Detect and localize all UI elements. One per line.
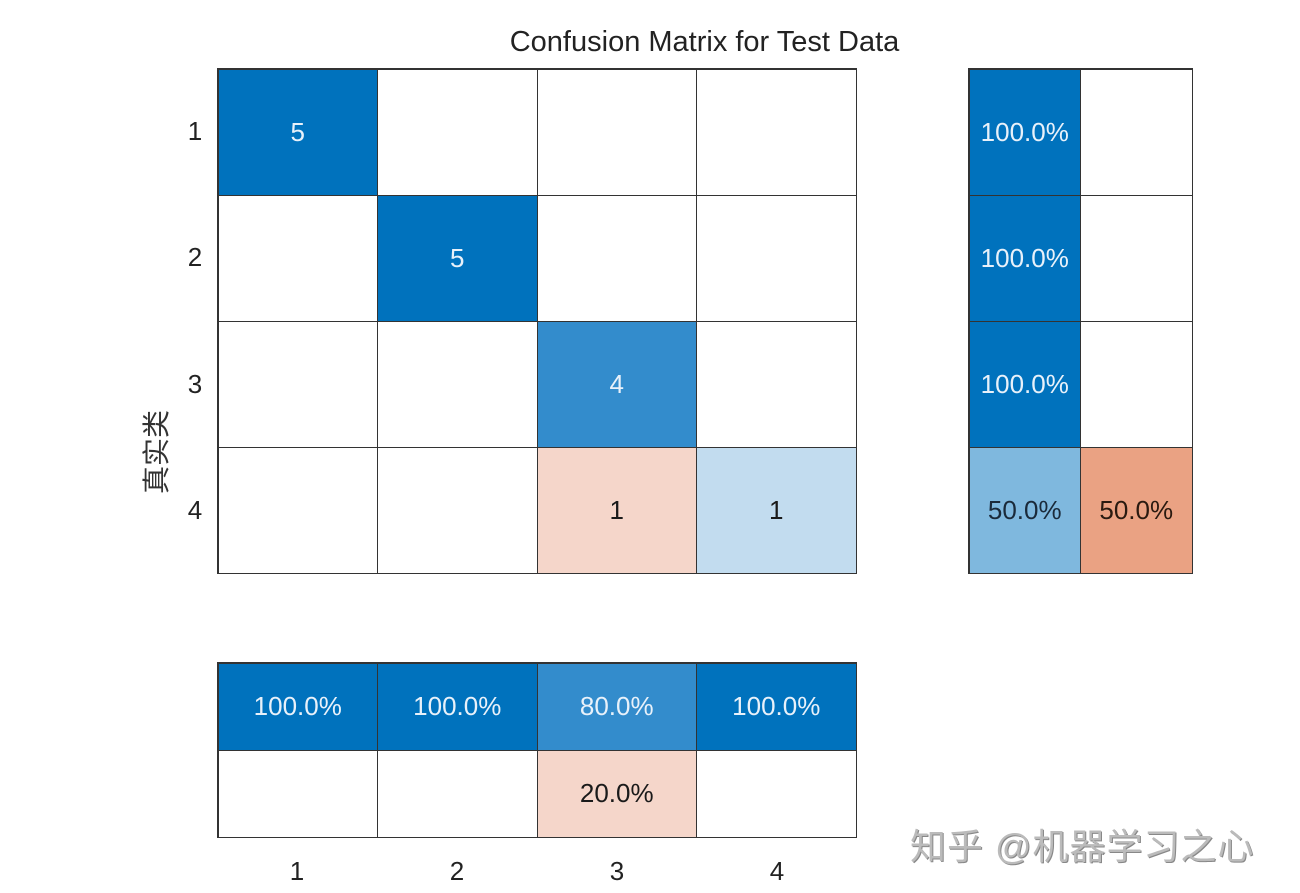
chart-title: Confusion Matrix for Test Data (509, 26, 900, 58)
matrix-cell (536, 68, 697, 196)
column-summary-cell: 100.0% (377, 662, 538, 751)
y-tick-2: 2 (187, 242, 203, 272)
y-axis-label: 真实类 (140, 410, 173, 495)
column-summary-grid: 100.0% 100.0% 80.0% 100.0% 20.0% (217, 662, 857, 838)
row-summary-grid: 100.0% 100.0% 100.0% 50.0% 50.0% (968, 68, 1193, 574)
matrix-cell (696, 68, 857, 196)
row-summary-cell: 50.0% (968, 446, 1081, 574)
x-tick-3: 3 (609, 856, 625, 886)
row-summary-cell: 50.0% (1080, 446, 1193, 574)
x-tick-1: 1 (289, 856, 305, 886)
x-tick-2: 2 (449, 856, 465, 886)
column-summary-cell: 100.0% (217, 662, 378, 751)
matrix-cell (217, 446, 378, 574)
y-tick-4: 4 (187, 495, 203, 525)
column-summary-cell: 80.0% (536, 662, 697, 751)
column-summary-cell: 100.0% (696, 662, 857, 751)
matrix-cell: 5 (377, 194, 538, 322)
matrix-cell (377, 68, 538, 196)
row-summary-cell: 100.0% (968, 320, 1081, 448)
watermark: 知乎 @机器学习之心 (910, 826, 1255, 867)
y-tick-1: 1 (187, 116, 203, 146)
matrix-cell (377, 446, 538, 574)
matrix-cell (377, 320, 538, 448)
matrix-cell: 1 (536, 446, 697, 574)
row-summary-cell: 100.0% (968, 194, 1081, 322)
row-summary-cell: 100.0% (968, 68, 1081, 196)
x-tick-4: 4 (769, 856, 785, 886)
matrix-cell (536, 194, 697, 322)
matrix-cell (696, 194, 857, 322)
column-summary-cell: 20.0% (536, 749, 697, 838)
matrix-cell: 4 (536, 320, 697, 448)
y-tick-3: 3 (187, 369, 203, 399)
row-summary-cell (1080, 320, 1193, 448)
matrix-cell: 1 (696, 446, 857, 574)
column-summary-cell (377, 749, 538, 838)
matrix-cell (217, 320, 378, 448)
column-summary-cell (696, 749, 857, 838)
column-summary-cell (217, 749, 378, 838)
matrix-cell (696, 320, 857, 448)
row-summary-cell (1080, 68, 1193, 196)
matrix-cell: 5 (217, 68, 378, 196)
matrix-cell (217, 194, 378, 322)
row-summary-cell (1080, 194, 1193, 322)
